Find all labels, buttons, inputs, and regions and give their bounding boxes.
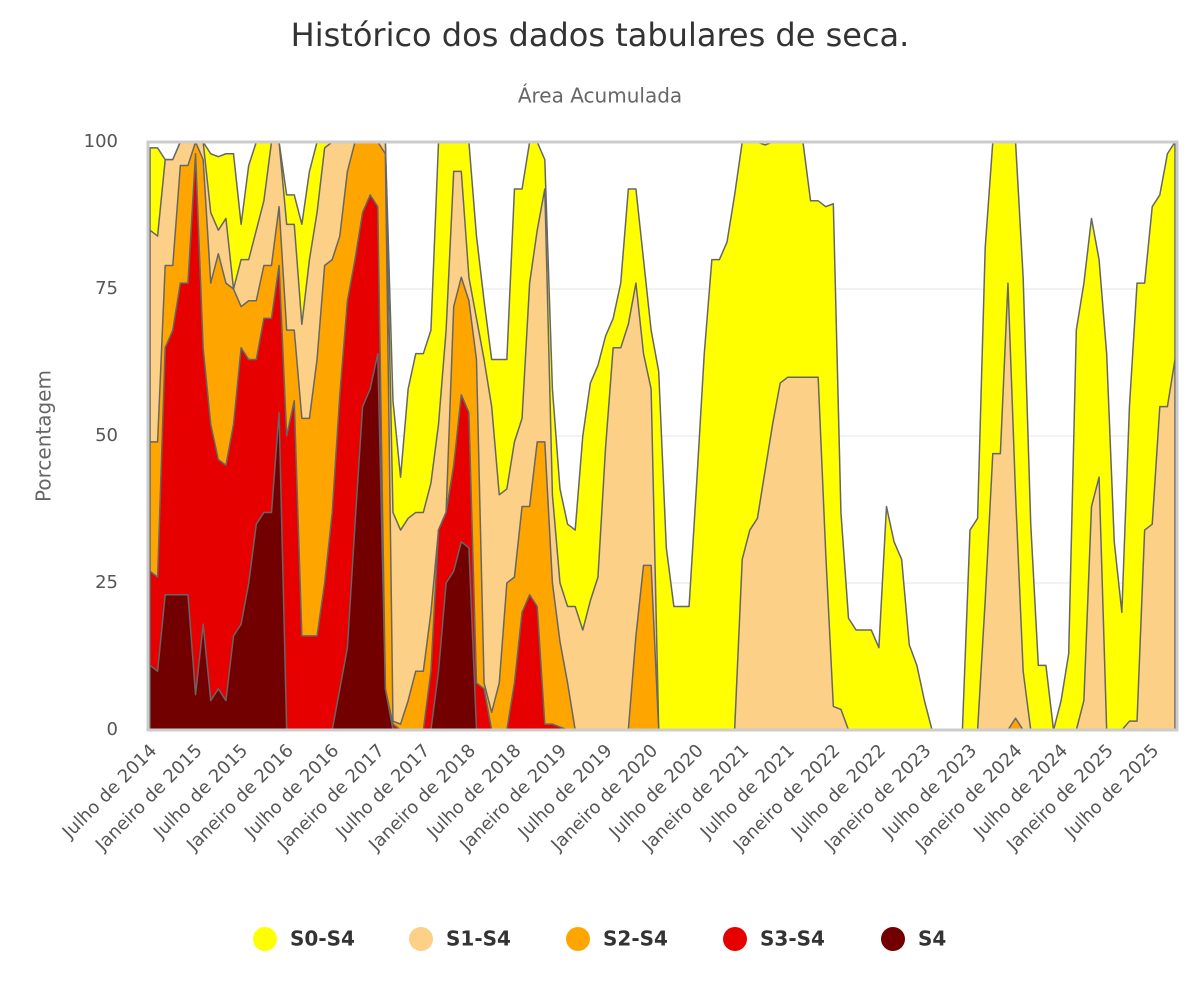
legend-item: S4 (881, 927, 946, 951)
plot-frame (146, 140, 1179, 732)
legend-item: S3-S4 (723, 927, 825, 951)
legend-label: S4 (918, 927, 946, 951)
y-tick-label: 100 (84, 131, 118, 152)
legend-swatch (723, 927, 747, 951)
legend-swatch (566, 927, 590, 951)
legend-item: S1-S4 (409, 927, 511, 951)
legend-swatch (253, 927, 277, 951)
legend-label: S3-S4 (760, 927, 825, 951)
chart-title: Histórico dos dados tabulares de seca. (291, 16, 910, 54)
y-tick-label: 0 (107, 719, 118, 740)
legend-label: S1-S4 (446, 927, 511, 951)
chart-subtitle: Área Acumulada (518, 84, 682, 108)
y-tick-label: 25 (95, 572, 118, 593)
legend-label: S2-S4 (603, 927, 668, 951)
legend-item: S0-S4 (253, 927, 355, 951)
y-axis-label: Porcentagem (32, 370, 56, 502)
y-tick-label: 50 (95, 425, 118, 446)
legend-item: S2-S4 (566, 927, 668, 951)
y-tick-label: 75 (95, 278, 118, 299)
legend-swatch (409, 927, 433, 951)
legend-label: S0-S4 (290, 927, 355, 951)
legend-swatch (881, 927, 905, 951)
